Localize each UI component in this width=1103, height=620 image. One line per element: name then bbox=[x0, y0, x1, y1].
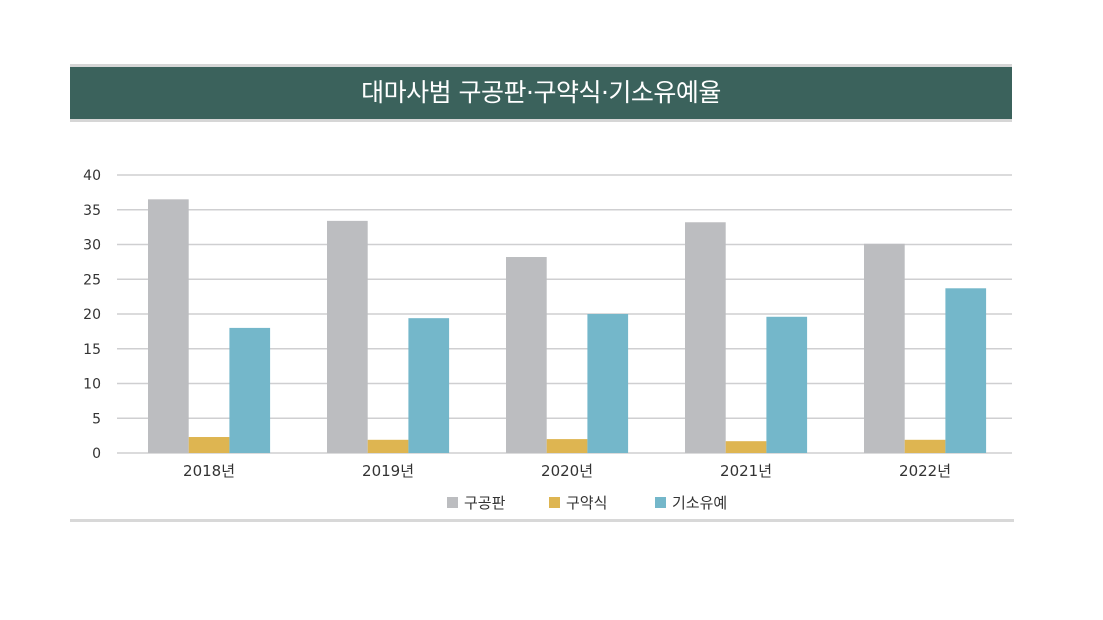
chart-title: 대마사범 구공판·구약식·기소유예율 bbox=[70, 64, 1012, 122]
bar-구공판-2019년 bbox=[327, 220, 368, 453]
bar-기소유예-2021년 bbox=[766, 316, 808, 453]
bar-구공판-2018년 bbox=[148, 199, 189, 453]
bar-기소유예-2020년 bbox=[587, 314, 629, 453]
legend-label: 구공판 bbox=[464, 494, 506, 512]
y-tick-label: 0 bbox=[92, 446, 101, 462]
x-tick-label: 2020년 bbox=[541, 462, 593, 480]
bar-구약식-2020년 bbox=[546, 439, 588, 453]
bar-구약식-2021년 bbox=[725, 441, 767, 453]
y-tick-label: 15 bbox=[83, 342, 101, 358]
legend-swatch bbox=[447, 497, 458, 508]
x-tick-label: 2018년 bbox=[183, 462, 235, 480]
legend-label: 기소유예 bbox=[672, 494, 727, 512]
bar-구공판-2020년 bbox=[506, 257, 547, 453]
bar-기소유예-2019년 bbox=[408, 318, 450, 453]
y-tick-label: 25 bbox=[83, 272, 101, 288]
bar-기소유예-2018년 bbox=[229, 327, 271, 453]
x-tick-label: 2019년 bbox=[362, 462, 414, 480]
bar-기소유예-2022년 bbox=[945, 288, 987, 453]
y-tick-label: 10 bbox=[83, 377, 101, 393]
bar-구약식-2018년 bbox=[188, 437, 230, 453]
bar-구공판-2021년 bbox=[685, 222, 726, 453]
y-tick-label: 35 bbox=[83, 203, 101, 219]
y-tick-label: 20 bbox=[83, 307, 101, 323]
bar-구공판-2022년 bbox=[864, 243, 905, 453]
legend-swatch bbox=[655, 497, 666, 508]
bar-구약식-2022년 bbox=[904, 439, 946, 453]
y-tick-label: 40 bbox=[83, 168, 101, 184]
bottom-divider bbox=[70, 519, 1014, 522]
y-tick-label: 5 bbox=[92, 411, 101, 427]
bar-구약식-2019년 bbox=[367, 439, 409, 453]
x-tick-label: 2022년 bbox=[899, 462, 951, 480]
legend-label: 구약식 bbox=[566, 494, 607, 512]
y-tick-label: 30 bbox=[83, 238, 101, 254]
legend-swatch bbox=[549, 497, 560, 508]
x-tick-label: 2021년 bbox=[720, 462, 772, 480]
